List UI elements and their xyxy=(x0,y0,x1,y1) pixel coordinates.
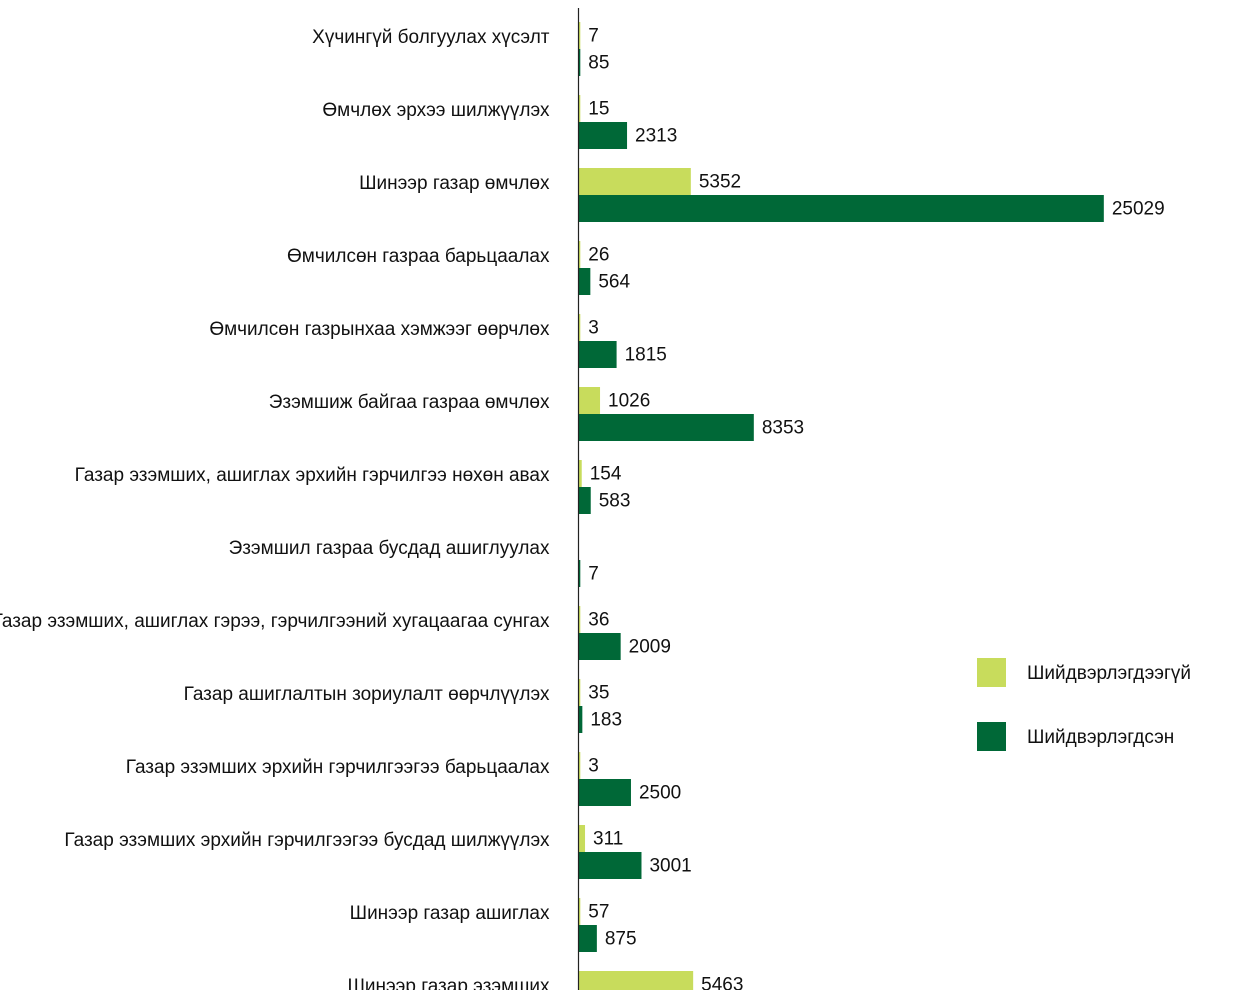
category-label: Өмчлөх эрхээ шилжүүлэх xyxy=(322,100,550,121)
data-label: 36 xyxy=(588,610,609,631)
bar-unresolved xyxy=(578,387,601,414)
bar-resolved xyxy=(578,49,581,76)
category-label: Шинээр газар ашиглах xyxy=(350,903,550,924)
data-label: 25029 xyxy=(1112,199,1165,220)
data-label: 5352 xyxy=(699,172,741,193)
legend-swatch xyxy=(977,722,1006,751)
data-label: 3 xyxy=(588,318,599,339)
data-label: 57 xyxy=(588,902,609,923)
category-label: Шинээр газар эзэмших xyxy=(347,976,550,990)
bar-unresolved xyxy=(578,752,581,779)
data-label: 2500 xyxy=(639,783,681,804)
data-label: 7 xyxy=(588,564,599,585)
bar-resolved xyxy=(578,925,597,952)
bar-resolved xyxy=(578,560,581,587)
category-label: Шинээр газар өмчлөх xyxy=(359,173,550,194)
bar-resolved xyxy=(578,122,628,149)
data-label: 2313 xyxy=(635,126,677,147)
category-label: Өмчилсөн газрынхаа хэмжээг өөрчлөх xyxy=(209,319,550,340)
bar-resolved xyxy=(578,852,642,879)
data-label: 311 xyxy=(593,829,623,850)
legend: Шийдвэрлэгдээгүй Шийдвэрлэгдсэн xyxy=(977,658,1191,751)
bar-unresolved xyxy=(578,314,581,341)
data-label: 8353 xyxy=(762,418,804,439)
data-label: 183 xyxy=(590,710,622,731)
data-label: 154 xyxy=(590,464,622,485)
bar-unresolved xyxy=(578,241,581,268)
bar-unresolved xyxy=(578,22,581,49)
category-label: Өмчилсөн газраа барьцаалах xyxy=(287,246,550,267)
bar-resolved xyxy=(578,487,591,514)
data-label: 583 xyxy=(599,491,631,512)
category-label: Газар эзэмших эрхийн гэрчилгээгээ барьца… xyxy=(126,757,550,778)
bar-unresolved xyxy=(578,460,582,487)
bar-resolved xyxy=(578,341,617,368)
category-label: Эзэмшиж байгаа газраа өмчлөх xyxy=(269,392,550,413)
category-label: Газар эзэмших эрхийн гэрчилгээгээ бусдад… xyxy=(64,830,550,851)
data-label: 7 xyxy=(588,26,599,47)
bar-resolved xyxy=(578,633,621,660)
bar-resolved xyxy=(578,414,754,441)
bar-resolved xyxy=(578,779,631,806)
data-label: 2009 xyxy=(629,637,671,658)
data-label: 5463 xyxy=(701,975,743,990)
category-label: Хүчингүй болгуулах хүсэлт xyxy=(312,27,550,48)
data-label: 564 xyxy=(598,272,630,293)
data-label: 26 xyxy=(588,245,609,266)
labels-layer: Хүчингүй болгуулах хүсэлт 7 85 Өмчлөх эрхээ… xyxy=(0,26,1165,990)
category-label: Эзэмшил газраа бусдад ашиглуулах xyxy=(229,538,550,559)
bar-unresolved xyxy=(578,971,694,990)
bar-resolved xyxy=(578,195,1104,222)
bar-unresolved xyxy=(578,168,691,195)
data-label: 85 xyxy=(588,53,609,74)
category-label: Газар эзэмших, ашиглах эрхийн гэрчилгээ … xyxy=(75,465,550,486)
legend-swatch xyxy=(977,658,1006,687)
data-label: 1815 xyxy=(625,345,667,366)
data-label: 1026 xyxy=(608,391,650,412)
bar-unresolved xyxy=(578,95,581,122)
data-label: 35 xyxy=(588,683,609,704)
data-label: 875 xyxy=(605,929,637,950)
bar-unresolved xyxy=(578,679,581,706)
bar-unresolved xyxy=(578,825,586,852)
bar-resolved xyxy=(578,268,591,295)
data-label: 3 xyxy=(588,756,599,777)
bar-resolved xyxy=(578,706,583,733)
bars-layer xyxy=(578,22,1104,990)
bar-unresolved xyxy=(578,606,581,633)
category-label: Газар ашиглалтын зориулалт өөрчлүүлэх xyxy=(184,684,550,705)
legend-label: Шийдвэрлэгдээгүй xyxy=(1027,663,1191,684)
bar-unresolved xyxy=(578,898,581,925)
legend-label: Шийдвэрлэгдсэн xyxy=(1027,727,1174,748)
data-label: 15 xyxy=(588,99,609,120)
data-label: 3001 xyxy=(649,856,691,877)
category-label: Газар эзэмших, ашиглах гэрээ, гэрчилгээн… xyxy=(0,611,550,632)
